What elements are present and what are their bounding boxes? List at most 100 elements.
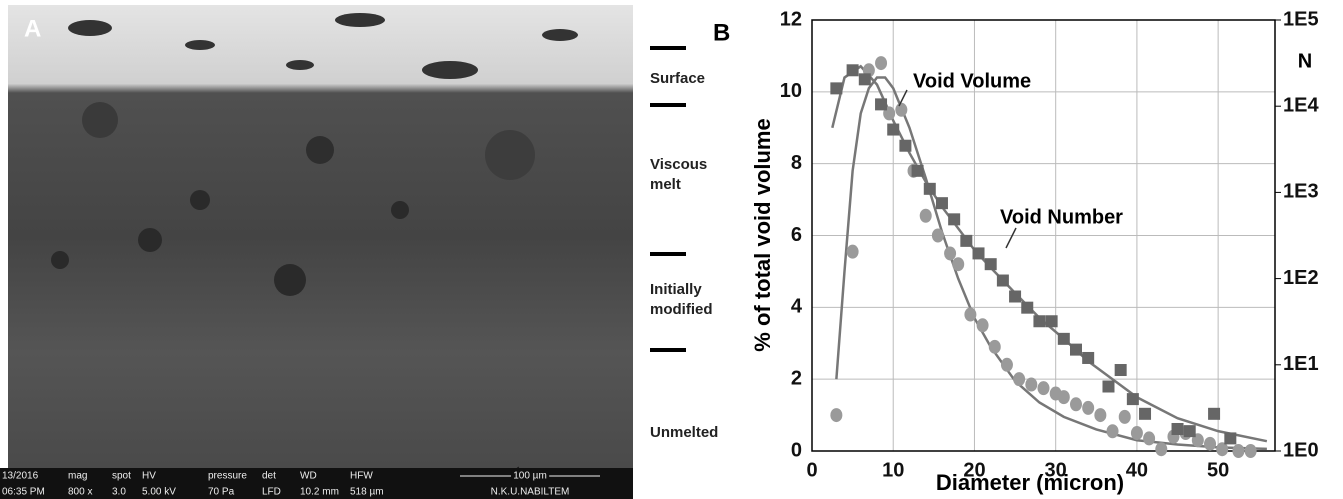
micrograph [8,5,633,468]
point [846,64,859,77]
point [1013,372,1026,387]
info-field-name: det [262,471,276,482]
point [988,339,1001,354]
y2-tick-label: 1E4 [1283,94,1319,116]
point [1183,425,1196,438]
annotation-leader [1005,227,1017,249]
point [1118,409,1131,424]
y2-tick-label: 1E3 [1283,181,1319,203]
info-date: 13/2016 [2,471,39,482]
point [1155,442,1168,457]
point [1114,364,1127,377]
point [911,164,924,177]
point [875,56,888,71]
point [972,247,985,260]
y-tick-label: 8 [791,152,802,174]
plot-frame [811,19,1276,452]
annotation: Void Number [1000,206,1123,228]
point [858,73,871,86]
info-field-value: 10.2 mm [300,487,339,498]
y-tick-label: 4 [791,296,803,318]
pores [51,13,578,296]
point [976,318,989,333]
y2-tick-label: 1E0 [1283,439,1319,461]
operator: N.K.U.NABILTEM [491,487,570,498]
point [984,258,997,271]
x-tick-label: 50 [1207,459,1229,481]
x-tick-label: 0 [806,459,817,481]
point [1126,393,1139,406]
point [1244,444,1257,458]
point [1204,436,1217,451]
point [1208,407,1221,420]
info-bar [0,468,633,499]
info-field-value: 800 x [68,487,92,498]
info-field-value: 5.00 kV [142,487,176,498]
zone-label: modified [650,301,713,318]
panel-label: B [713,19,730,46]
x-tick-label: 20 [963,459,985,481]
panel-label: A [24,15,41,42]
point [895,102,908,117]
scale-bar-label: 100 µm [513,471,547,482]
y-tick-label: 2 [791,367,802,389]
zone-label: melt [650,176,681,193]
point [830,408,843,423]
point [1216,442,1229,457]
point [1000,357,1013,372]
info-field-name: WD [300,471,317,482]
point [960,234,973,247]
fit-curve [831,64,1268,443]
point [1069,397,1082,412]
point [1130,426,1143,441]
x-axis-label: Diameter (micron) [936,470,1124,495]
y2-tick-label: 1E5 [1283,8,1319,30]
zone-label: Initially [650,281,702,298]
y2-tick-label: 1E1 [1283,353,1319,375]
info-field-value: 518 µm [350,487,384,498]
point [830,82,843,95]
point [948,213,961,226]
point [1033,315,1046,328]
point [1232,444,1245,458]
y-axis-label: % of total void volume [750,118,775,351]
info-field-value: LFD [262,487,281,498]
y2-tick-label: 1E2 [1283,267,1319,289]
info-field-name: mag [68,471,87,482]
zone-markers [650,46,686,352]
point [875,98,888,111]
info-field-name: HV [142,471,156,482]
point [887,123,900,136]
y-tick-label: 12 [780,8,802,30]
point [944,246,957,261]
point [996,274,1009,287]
zone-label: Viscous [650,156,707,173]
point [1057,390,1070,405]
info-field-value: 3.0 [112,487,126,498]
point [964,307,977,322]
point [1025,377,1038,392]
point [1139,407,1152,420]
point [1094,408,1107,423]
zone-label: Unmelted [650,424,718,441]
point [1082,351,1095,364]
x-tick-label: 10 [882,459,904,481]
point [935,197,948,210]
y2-axis-label: N [1298,50,1312,72]
point [1057,332,1070,345]
annotation: Void Volume [913,70,1031,92]
point [952,257,965,272]
point [1106,424,1119,439]
point [1009,290,1022,303]
point [923,182,936,195]
info-field-name: HFW [350,471,373,482]
info-field-value: 70 Pa [208,487,235,498]
point [1045,315,1058,328]
x-tick-label: 30 [1045,459,1067,481]
y-tick-label: 0 [791,439,802,461]
point [1171,422,1184,435]
y-tick-label: 6 [791,224,802,246]
point [899,139,912,152]
